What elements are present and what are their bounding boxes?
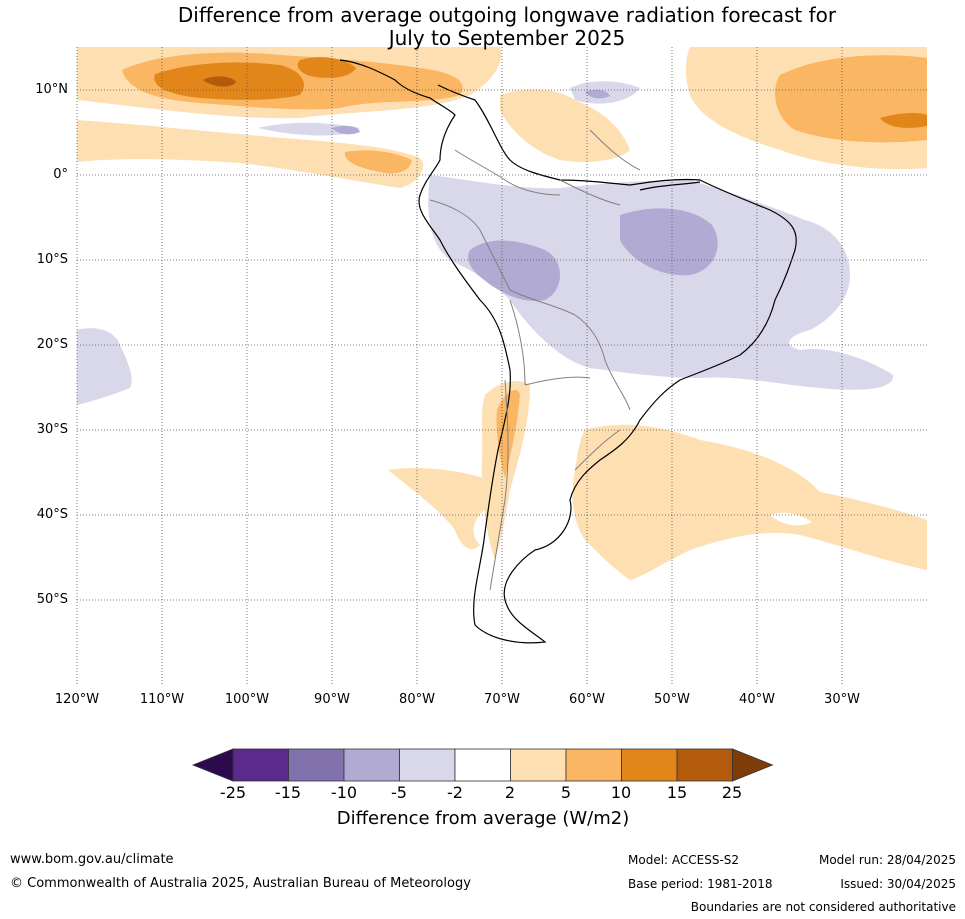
lat-label-0: 0° bbox=[53, 167, 68, 182]
lon-label-60w: 60°W bbox=[569, 692, 605, 707]
lon-label-40w: 40°W bbox=[739, 692, 775, 707]
colorbar-tick: -25 bbox=[219, 783, 247, 802]
colorbar-extend-low bbox=[191, 748, 234, 782]
colorbar-label: Difference from average (W/m2) bbox=[336, 808, 630, 829]
lat-label-10s: 10°S bbox=[36, 252, 68, 267]
graticule bbox=[76, 47, 927, 685]
colorbar-tick: -15 bbox=[274, 783, 302, 802]
colorbar-tick: 10 bbox=[610, 783, 632, 802]
lon-label-120w: 120°W bbox=[54, 692, 100, 707]
colorbar-bin bbox=[288, 748, 345, 782]
footer-disclaimer: Boundaries are not considered authoritat… bbox=[690, 900, 956, 914]
colorbar-bin bbox=[232, 748, 289, 782]
continent-outline bbox=[339, 59, 797, 644]
footer-model: Model: ACCESS-S2 bbox=[628, 853, 740, 867]
lon-label-90w: 90°W bbox=[314, 692, 350, 707]
lat-label-50s: 50°S bbox=[36, 592, 68, 607]
map-title: Difference from average outgoing longwav… bbox=[77, 4, 937, 50]
colorbar-bin bbox=[676, 748, 733, 782]
colorbar-bin bbox=[621, 748, 678, 782]
lat-label-40s: 40°S bbox=[36, 507, 68, 522]
colorbar-bin bbox=[454, 748, 511, 782]
lon-label-70w: 70°W bbox=[484, 692, 520, 707]
lon-label-30w: 30°W bbox=[824, 692, 860, 707]
footer-model-run: Model run: 28/04/2025 bbox=[818, 853, 956, 867]
colorbar-tick: -10 bbox=[330, 783, 358, 802]
colorbar-extend-high bbox=[732, 748, 774, 782]
footer-url[interactable]: www.bom.gov.au/climate bbox=[10, 852, 174, 867]
lon-label-50w: 50°W bbox=[654, 692, 690, 707]
lat-label-20s: 20°S bbox=[36, 337, 68, 352]
colorbar-bin bbox=[565, 748, 622, 782]
footer-copyright: © Commonwealth of Australia 2025, Austra… bbox=[10, 876, 471, 891]
colorbar-tick: -2 bbox=[447, 783, 463, 802]
title-line-1: Difference from average outgoing longwav… bbox=[177, 3, 837, 27]
footer-issued: Issued: 30/04/2025 bbox=[840, 877, 956, 891]
lat-label-10n: 10°N bbox=[35, 82, 68, 97]
title-line-2: July to September 2025 bbox=[388, 26, 626, 50]
footer-base-period: Base period: 1981-2018 bbox=[628, 877, 773, 891]
colorbar-bin bbox=[343, 748, 400, 782]
lon-label-100w: 100°W bbox=[224, 692, 270, 707]
lon-label-110w: 110°W bbox=[139, 692, 185, 707]
colorbar-tick: 15 bbox=[666, 783, 688, 802]
colorbar-tick: -5 bbox=[391, 783, 407, 802]
colorbar-tick: 25 bbox=[721, 783, 743, 802]
colorbar-tick: 2 bbox=[504, 783, 516, 802]
colorbar-bin bbox=[399, 748, 456, 782]
lon-label-80w: 80°W bbox=[399, 692, 435, 707]
lat-label-30s: 30°S bbox=[36, 422, 68, 437]
colorbar-tick: 5 bbox=[560, 783, 572, 802]
colorbar-bin bbox=[510, 748, 567, 782]
colorbar bbox=[191, 748, 774, 782]
country-boundaries bbox=[429, 129, 641, 591]
